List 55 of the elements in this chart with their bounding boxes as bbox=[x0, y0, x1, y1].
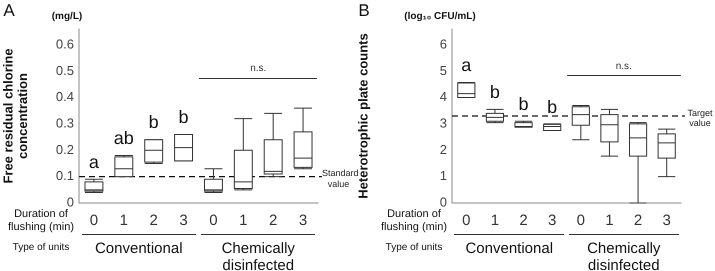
x-tick-label: 1 bbox=[605, 212, 614, 230]
x-tick-label: 2 bbox=[519, 212, 528, 230]
x-tick-label: 0 bbox=[90, 212, 98, 230]
text: Conventional bbox=[464, 240, 554, 258]
y-tick-label: 4 bbox=[440, 89, 447, 104]
y-tick-label: 0.3 bbox=[56, 115, 74, 130]
x-tick-label: 1 bbox=[239, 212, 248, 230]
annotation: b bbox=[490, 82, 500, 103]
x-tick-label: 3 bbox=[662, 212, 671, 230]
y-tick-label: 0 bbox=[66, 194, 74, 210]
x-axis-title: Duration of flushing (min) bbox=[6, 208, 76, 234]
x-tick-label: 1 bbox=[490, 212, 500, 230]
y-tick-label: 1 bbox=[440, 168, 447, 184]
text: Chemically disinfected bbox=[586, 240, 662, 271]
y-axis-title: Free residual chlorine concentration bbox=[0, 48, 30, 184]
y-tick-label: 0.1 bbox=[56, 168, 74, 184]
y-tick-label: 0.4 bbox=[56, 89, 74, 104]
annotation: a bbox=[88, 152, 99, 173]
y-tick-label: 0.2 bbox=[56, 142, 74, 157]
x-tick-label: 3 bbox=[548, 212, 556, 230]
x-tick-label: 1 bbox=[120, 212, 128, 230]
annotation: ab bbox=[114, 128, 134, 149]
y-tick-label: 0 bbox=[440, 194, 447, 210]
y-tick-label: 6 bbox=[440, 36, 447, 52]
text: (log₁₀ CFU/mL) bbox=[404, 11, 476, 23]
ref-line-label: Standard value bbox=[322, 168, 359, 189]
x-tick-label: 0 bbox=[462, 212, 470, 230]
annotation: b bbox=[518, 94, 529, 115]
x-tick-label: 3 bbox=[179, 212, 188, 230]
annotation: b bbox=[178, 107, 189, 128]
annotation: n.s. bbox=[616, 60, 632, 72]
x-tick-label: 3 bbox=[298, 212, 308, 230]
annotation: n.s. bbox=[250, 63, 266, 75]
annotation: b bbox=[547, 96, 558, 118]
y-tick-label: 5 bbox=[440, 62, 447, 78]
chart-title: B bbox=[358, 1, 370, 21]
text: Type of units bbox=[386, 242, 442, 254]
annotation: b bbox=[148, 112, 159, 134]
y-tick-label: 0.6 bbox=[56, 36, 74, 52]
y-tick-label: 2 bbox=[440, 142, 447, 157]
x-tick-label: 2 bbox=[150, 212, 158, 230]
chart-title: A bbox=[3, 1, 15, 21]
x-tick-label: 0 bbox=[209, 212, 218, 230]
y-tick-label: 3 bbox=[440, 115, 447, 130]
text: Chemically disinfected bbox=[220, 240, 296, 271]
x-tick-label: 2 bbox=[269, 212, 278, 230]
x-tick-label: 2 bbox=[634, 212, 642, 230]
y-tick-label: 0.5 bbox=[56, 62, 74, 78]
text: Conventional bbox=[94, 240, 184, 258]
x-axis-title: Duration of flushing (min) bbox=[380, 208, 448, 234]
x-tick-label: 0 bbox=[576, 212, 585, 230]
ref-line-label: Target value bbox=[686, 108, 714, 128]
text: (mg/L) bbox=[52, 11, 82, 23]
annotation: a bbox=[461, 55, 472, 76]
text: Type of units bbox=[12, 242, 70, 254]
